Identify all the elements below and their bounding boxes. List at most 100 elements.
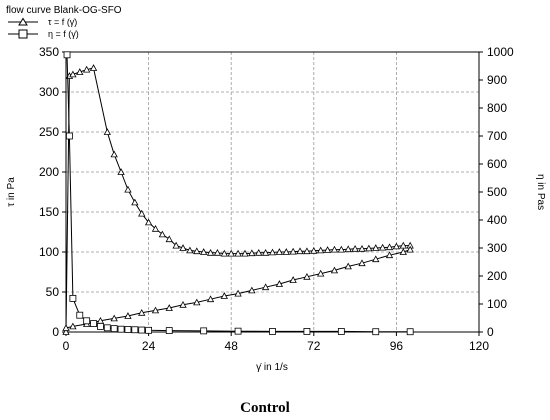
legend-label-eta: η = f (γ̇)	[48, 29, 79, 39]
figure-caption: Control	[240, 400, 290, 416]
tau-return-series-point	[303, 272, 311, 280]
x-tick-label: 48	[225, 339, 239, 353]
tau-series-point	[303, 247, 311, 255]
tau-series-point	[385, 243, 394, 251]
tau-return-series-point	[193, 298, 201, 306]
tau-return-series-point	[206, 295, 215, 303]
x-tick-label: 0	[63, 339, 70, 353]
legend-label-tau: τ = f (γ̇)	[48, 17, 77, 27]
tau-series-point	[206, 248, 215, 256]
tau-series-point	[344, 245, 352, 253]
tau-series-point	[323, 246, 332, 253]
right-tick-label: 100	[487, 297, 507, 311]
legend-square-marker	[18, 29, 28, 39]
eta-series-point	[66, 132, 73, 140]
left-tick-label: 0	[52, 325, 59, 339]
tau-return-series-point	[179, 300, 187, 308]
eta-series-point	[269, 328, 276, 335]
tau-return-series-point	[289, 276, 297, 283]
tau-series-point	[89, 64, 98, 71]
tau-return-series-point	[358, 259, 366, 267]
tau-series-point	[378, 243, 387, 251]
tau-return-series-point	[317, 269, 325, 277]
eta-series-point	[69, 294, 77, 302]
tau-series-point	[110, 150, 118, 158]
tau-return-series-point	[62, 324, 70, 331]
right-tick-label: 700	[487, 129, 507, 143]
tau-return-series-point	[330, 266, 339, 274]
tau-return-series-point	[69, 322, 77, 330]
grid	[66, 52, 479, 332]
left-axis-ticks: 0 50 100 150 200 250 300 350	[39, 45, 66, 339]
eta-series-point	[234, 327, 242, 335]
tau-return-series-point	[385, 251, 394, 259]
tau-return-series-point	[261, 283, 270, 291]
tau-return-series-point	[344, 262, 352, 270]
tau-return-series-point	[151, 306, 160, 314]
eta-series-point	[76, 311, 84, 319]
tau-return-series-point	[220, 292, 228, 299]
tau-series-point	[172, 241, 180, 249]
x-tick-label: 72	[307, 339, 321, 353]
eta-series-point	[117, 325, 125, 333]
tau-series-point	[296, 247, 304, 255]
eta-series-point	[131, 326, 139, 334]
right-tick-label: 600	[487, 157, 507, 171]
right-tick-label: 300	[487, 241, 507, 255]
tau-return-series-point	[138, 308, 146, 316]
tau-series-point	[213, 248, 222, 256]
x-tick-label: 96	[390, 339, 404, 353]
tau-series-point	[261, 248, 270, 256]
tau-series-point	[144, 218, 153, 226]
eta-series-point	[337, 328, 345, 335]
tau-series-point	[372, 244, 380, 251]
eta-series-point	[200, 327, 208, 335]
chart-title: flow curve Blank-OG-SFO	[6, 5, 122, 16]
tau-series-point	[310, 246, 318, 254]
left-tick-label: 200	[39, 165, 59, 179]
right-tick-label: 400	[487, 213, 507, 227]
tau-series-point	[220, 249, 228, 257]
tau-series-point	[275, 248, 284, 255]
x-axis-ticks: 0 24 48 72 96 120	[63, 332, 489, 353]
left-axis-label: τ in Pa	[6, 177, 17, 207]
tau-series-point	[131, 198, 139, 206]
eta-series-point	[372, 328, 380, 336]
tau-series-point	[282, 248, 290, 255]
tau-return-series-point	[234, 289, 242, 297]
eta-series-point	[138, 326, 146, 334]
left-tick-label: 300	[39, 85, 59, 99]
left-tick-label: 50	[46, 285, 60, 299]
eta-series-point	[110, 325, 118, 333]
tau-series-point	[255, 248, 263, 256]
tau-return-series-point	[124, 312, 132, 319]
tau-series-point	[392, 242, 401, 250]
eta-series-point	[406, 328, 414, 336]
x-tick-label: 24	[142, 339, 156, 353]
tau-series-point	[158, 230, 167, 238]
series-layer	[62, 51, 414, 336]
tau-series-point	[103, 128, 111, 135]
tau-series-point	[330, 245, 339, 253]
tau-series-point	[248, 249, 256, 257]
x-tick-label: 120	[469, 339, 489, 353]
left-tick-label: 150	[39, 205, 59, 219]
tau-series-point	[199, 248, 208, 255]
tau-return-series-point	[165, 304, 173, 311]
eta-series-point	[97, 322, 104, 330]
eta-series-point	[145, 326, 153, 334]
tau-series-point	[351, 244, 359, 252]
tau-series-point	[76, 68, 84, 75]
tau-series-point	[358, 244, 366, 252]
eta-series-point	[165, 327, 173, 335]
tau-series-point	[227, 249, 235, 257]
tau-series-point	[399, 241, 407, 249]
tau-return-series-point	[110, 314, 118, 322]
tau-return-series-point	[248, 286, 256, 294]
tau-series-point	[234, 249, 242, 257]
tau-series-point	[138, 209, 146, 217]
tau-return-series-point	[399, 248, 407, 255]
eta-series-point	[103, 324, 111, 332]
eta-series-point	[63, 51, 71, 59]
right-axis-label: η in Pas	[535, 174, 546, 210]
